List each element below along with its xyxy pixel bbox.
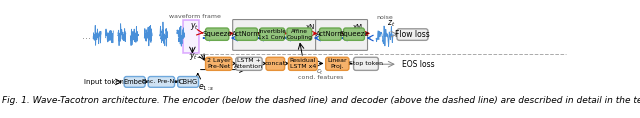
FancyBboxPatch shape [353, 57, 378, 70]
Text: $c_t$: $c_t$ [316, 68, 324, 77]
FancyBboxPatch shape [397, 29, 428, 40]
Text: CBHG: CBHG [179, 79, 198, 85]
FancyBboxPatch shape [205, 57, 232, 70]
Text: Stop token: Stop token [349, 61, 383, 66]
Text: xM: xM [353, 24, 363, 30]
FancyBboxPatch shape [236, 57, 262, 70]
Text: $y_{t-1}$: $y_{t-1}$ [189, 51, 207, 62]
Text: EOS loss: EOS loss [402, 60, 435, 69]
Text: Affine
Coupling: Affine Coupling [286, 29, 312, 40]
Text: xN: xN [305, 24, 315, 30]
Text: ActNorm: ActNorm [232, 31, 261, 37]
FancyBboxPatch shape [148, 77, 175, 87]
FancyBboxPatch shape [316, 20, 367, 50]
Text: Enc. Pre-Net: Enc. Pre-Net [142, 79, 180, 84]
Text: Input tokens: Input tokens [84, 79, 127, 85]
Text: LSTM +
Attention: LSTM + Attention [234, 58, 264, 69]
Text: Fig. 1. Wave-Tacotron architecture. The encoder (below the dashed line) and deco: Fig. 1. Wave-Tacotron architecture. The … [2, 96, 640, 105]
FancyBboxPatch shape [319, 28, 341, 40]
Text: ...: ... [82, 31, 91, 41]
Text: Invertible
1x1 Conv: Invertible 1x1 Conv [258, 29, 286, 40]
FancyBboxPatch shape [289, 57, 317, 70]
FancyBboxPatch shape [236, 28, 257, 40]
Text: $e_{1:s}$: $e_{1:s}$ [198, 83, 214, 93]
Text: cond. features: cond. features [298, 75, 343, 80]
FancyBboxPatch shape [178, 77, 198, 87]
Text: Linear
Proj.: Linear Proj. [328, 58, 347, 69]
FancyBboxPatch shape [266, 57, 285, 70]
Bar [183, 20, 198, 53]
Text: ActNorm: ActNorm [316, 31, 345, 37]
Text: $z_t$: $z_t$ [387, 19, 395, 29]
FancyBboxPatch shape [287, 28, 312, 40]
FancyBboxPatch shape [344, 28, 364, 40]
Text: concat: concat [265, 61, 286, 66]
FancyBboxPatch shape [205, 28, 229, 40]
FancyBboxPatch shape [124, 77, 145, 87]
FancyBboxPatch shape [260, 28, 285, 40]
Text: $y_t$: $y_t$ [190, 21, 199, 32]
Text: noise: noise [376, 15, 393, 20]
Text: 2 Layer
Pre-Net: 2 Layer Pre-Net [207, 58, 230, 69]
Text: waveform frame: waveform frame [169, 14, 221, 19]
FancyBboxPatch shape [326, 57, 349, 70]
Text: Embed: Embed [123, 79, 147, 85]
Text: Squeeze: Squeeze [339, 31, 369, 37]
Text: Residual
LSTM x4: Residual LSTM x4 [289, 58, 316, 69]
Text: Squeeze: Squeeze [202, 31, 232, 37]
Text: Flow loss: Flow loss [395, 30, 430, 39]
FancyBboxPatch shape [233, 20, 319, 50]
